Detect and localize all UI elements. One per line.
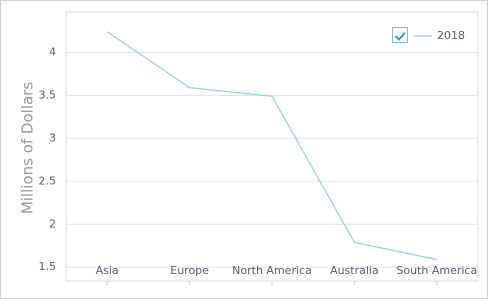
- legend-label: 2018: [437, 29, 465, 42]
- y-tick-label: 3: [49, 131, 56, 144]
- y-tick-label: 3.5: [39, 88, 57, 101]
- legend-checkbox[interactable]: [392, 27, 408, 43]
- legend-check: [394, 31, 406, 41]
- x-tick-label: Europe: [170, 264, 209, 277]
- line-series: [106, 31, 437, 261]
- x-tick-label: North America: [232, 264, 312, 277]
- y-tick-label: 1.5: [39, 260, 57, 273]
- y-axis-title: Millions of Dollars: [19, 82, 37, 215]
- x-tick-label: South America: [396, 264, 477, 277]
- y-tick-label: 4: [49, 45, 56, 58]
- y-tick-label: 2: [49, 217, 56, 230]
- x-tick-label: Australia: [330, 264, 379, 277]
- x-tick-label: Asia: [96, 264, 119, 277]
- y-tick-label: 2.5: [39, 174, 57, 187]
